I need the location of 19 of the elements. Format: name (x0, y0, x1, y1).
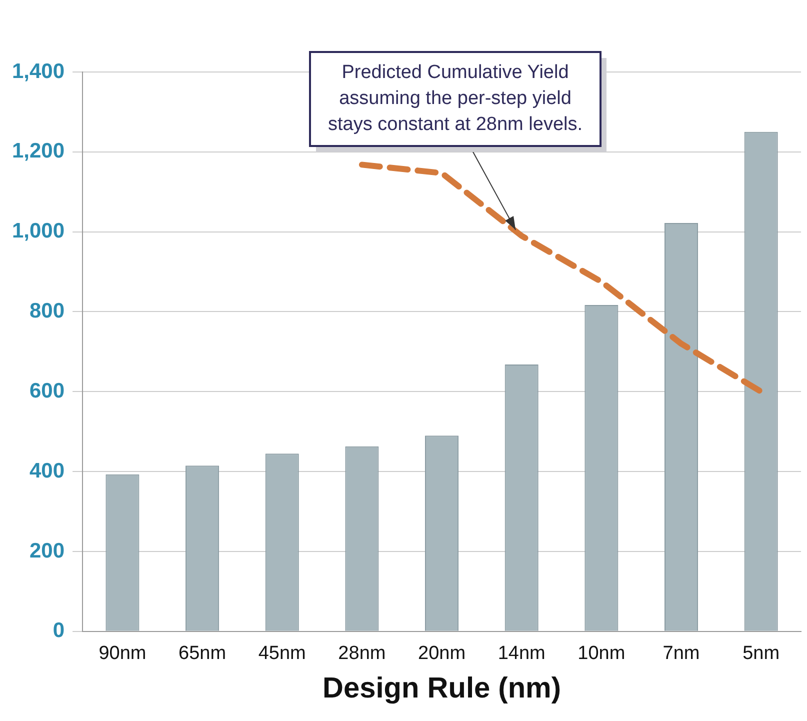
x-tick-label: 14nm (498, 643, 546, 664)
x-tick-label: 20nm (418, 643, 466, 664)
x-tick-label: 5nm (742, 643, 780, 664)
y-tick-label: 400 (30, 459, 65, 482)
annotation: Predicted Cumulative Yield assuming the per-step yield stays constant at 28nm levels. (328, 62, 583, 136)
x-tick-label: 10nm (578, 643, 626, 664)
y-tick-label: 1,400 (12, 60, 65, 83)
y-tick-label: 800 (30, 300, 65, 323)
y-tick-label: 0 (52, 619, 65, 642)
x-tick-label: 7nm (662, 643, 700, 664)
x-tick-label: 28nm (338, 643, 386, 664)
y-tick-label: 1,200 (12, 140, 65, 163)
x-tick-label: 45nm (258, 643, 306, 664)
y-tick-label: 1,000 (12, 220, 65, 243)
x-axis-title: Design Rule (nm) (322, 672, 562, 705)
x-tick-label: 90nm (98, 643, 146, 664)
y-tick-label: 600 (30, 379, 65, 402)
y-tick-label: 200 (30, 539, 65, 562)
x-tick-label: 65nm (178, 643, 226, 664)
